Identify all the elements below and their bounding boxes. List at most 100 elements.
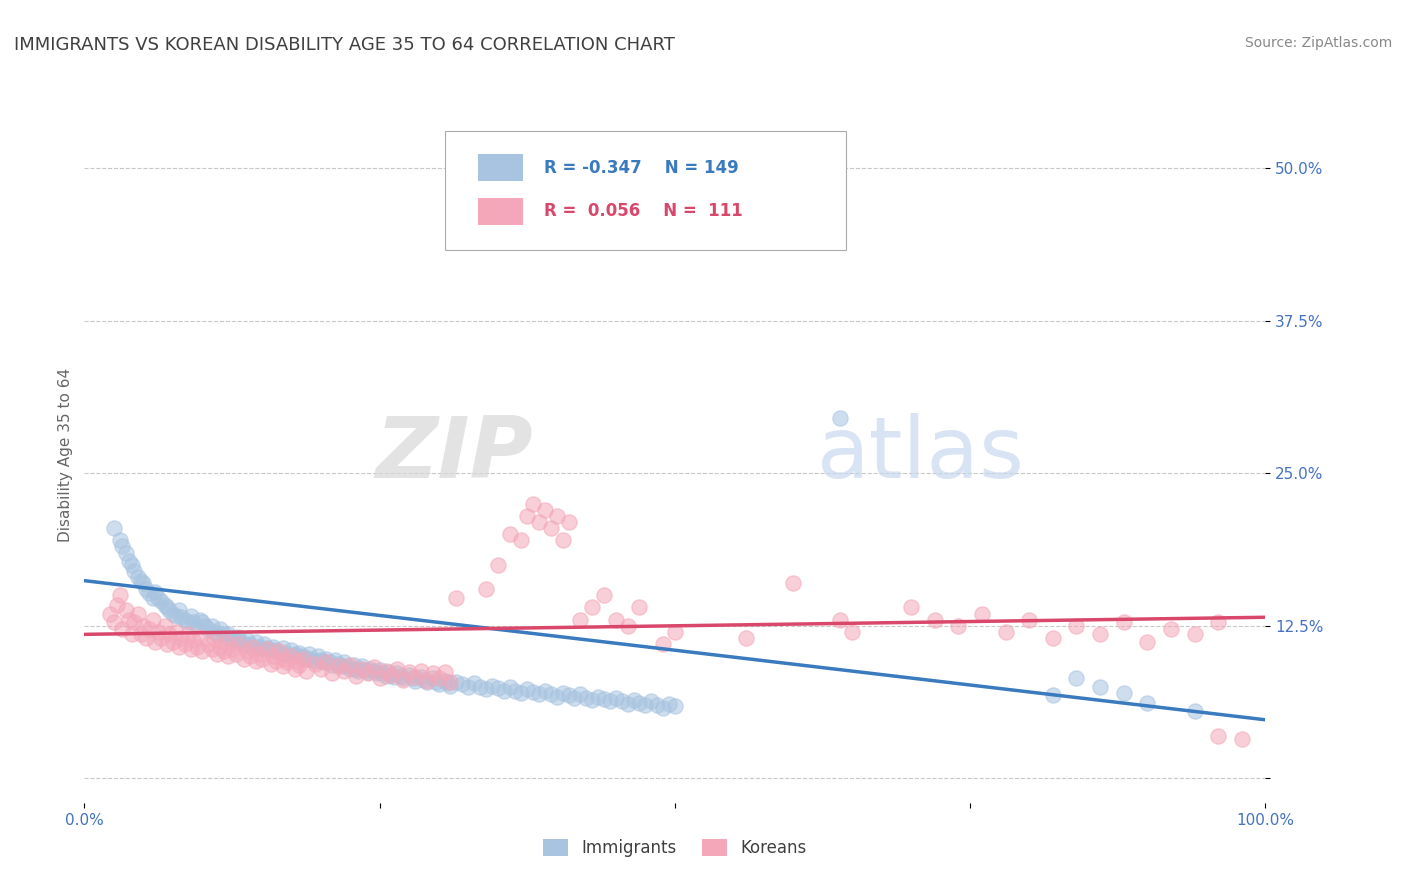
Point (212, 627, 235, 641)
FancyBboxPatch shape (478, 198, 523, 225)
Point (392, 673, 415, 687)
Point (328, 659, 350, 673)
Point (616, 697, 638, 711)
Point (586, 690, 609, 704)
Point (111, 540, 134, 554)
Point (180, 642, 202, 657)
Point (1088, 680, 1111, 694)
Point (363, 664, 385, 678)
Point (291, 652, 314, 666)
Point (260, 657, 283, 671)
Point (451, 677, 474, 691)
Point (374, 669, 396, 683)
Point (427, 671, 450, 685)
Point (516, 682, 538, 697)
Point (551, 533, 574, 548)
Point (309, 653, 332, 667)
Point (138, 586, 160, 600)
Point (616, 619, 638, 633)
Point (173, 613, 195, 627)
Point (217, 649, 239, 664)
Point (350, 661, 373, 675)
Point (201, 642, 224, 657)
Point (510, 533, 533, 548)
Point (309, 661, 332, 675)
Point (468, 680, 491, 694)
Point (409, 670, 432, 684)
Point (368, 663, 391, 677)
Point (446, 675, 468, 690)
Point (226, 637, 249, 651)
Point (186, 640, 208, 654)
Point (510, 686, 533, 700)
Point (129, 574, 152, 588)
Point (181, 633, 204, 648)
Point (315, 652, 337, 666)
Point (492, 683, 515, 698)
Point (658, 697, 681, 711)
Point (225, 633, 247, 648)
Point (652, 700, 675, 714)
Point (298, 647, 321, 661)
Point (191, 644, 214, 658)
Point (103, 615, 125, 629)
Point (575, 690, 598, 705)
Point (321, 666, 343, 681)
Point (335, 659, 357, 673)
Point (274, 646, 297, 660)
Point (330, 659, 353, 673)
Point (173, 637, 195, 651)
Point (1184, 704, 1206, 718)
Point (304, 657, 326, 671)
Point (1206, 615, 1229, 629)
Point (269, 646, 291, 660)
Point (948, 619, 970, 633)
Text: R =  0.056    N =  111: R = 0.056 N = 111 (544, 202, 742, 220)
Point (841, 624, 863, 639)
Point (404, 673, 426, 688)
Point (312, 656, 335, 670)
Point (315, 656, 337, 670)
Point (371, 666, 394, 681)
Point (181, 615, 204, 629)
Point (475, 682, 498, 697)
Point (295, 664, 318, 678)
Point (610, 694, 633, 708)
Point (245, 654, 267, 668)
Point (276, 648, 298, 662)
Point (217, 627, 239, 641)
Point (127, 607, 149, 621)
Point (215, 634, 238, 648)
Point (240, 640, 263, 654)
Point (1136, 634, 1159, 648)
Point (344, 669, 367, 683)
Point (1112, 615, 1135, 629)
Point (422, 671, 444, 685)
Point (581, 600, 603, 615)
Text: Source: ZipAtlas.com: Source: ZipAtlas.com (1244, 36, 1392, 50)
Point (247, 640, 270, 654)
Point (191, 615, 214, 629)
Point (295, 652, 318, 666)
Point (387, 661, 409, 675)
Point (475, 582, 498, 597)
Point (1088, 627, 1111, 641)
Point (240, 640, 263, 654)
Point (221, 642, 243, 657)
Point (226, 630, 249, 644)
Point (153, 598, 176, 612)
Point (357, 666, 380, 681)
Point (782, 576, 804, 591)
Point (1136, 696, 1159, 710)
Point (1230, 732, 1253, 747)
Text: R = -0.347    N = 149: R = -0.347 N = 149 (544, 159, 738, 177)
Point (734, 631, 756, 645)
Point (569, 613, 592, 627)
Point (427, 677, 450, 691)
Point (378, 665, 401, 680)
Point (284, 661, 307, 675)
Point (363, 660, 385, 674)
Point (291, 649, 314, 664)
Point (422, 666, 444, 681)
Point (108, 533, 131, 548)
